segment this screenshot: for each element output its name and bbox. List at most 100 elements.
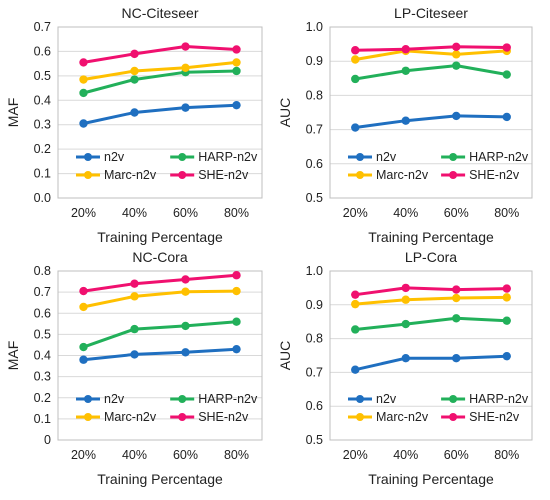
- series-line: [83, 347, 237, 362]
- legend-label: SHE-n2v: [469, 168, 520, 182]
- data-point: [401, 45, 410, 54]
- data-point: [401, 116, 410, 125]
- legend-label: SHE-n2v: [469, 410, 520, 424]
- y-tick-label: 0.8: [34, 264, 51, 278]
- data-point: [181, 42, 190, 51]
- y-tick-label: 1.0: [306, 20, 323, 34]
- series-line: [355, 114, 507, 129]
- legend-label: n2v: [104, 150, 125, 164]
- data-point: [452, 111, 461, 121]
- x-axis-label: Training Percentage: [368, 471, 494, 487]
- legend-swatch-marker: [356, 413, 364, 421]
- x-tick-label: 60%: [173, 448, 198, 462]
- data-point: [502, 351, 511, 361]
- legend-swatch-marker: [178, 395, 187, 403]
- chart-panel-1: 0.5 0.6 0.7 0.8 0.9 1.0 20% 40% 60% 80% LP-Citesee…: [277, 5, 533, 245]
- legend-swatch-marker: [449, 413, 458, 421]
- y-axis-label: AUC: [277, 341, 293, 371]
- legend-label: Marc-n2v: [104, 168, 157, 182]
- y-axis-label: MAF: [5, 98, 21, 128]
- y-tick-label: 0.7: [306, 365, 323, 379]
- data-point: [130, 292, 139, 301]
- x-tick-label: 40%: [393, 206, 418, 220]
- x-tick-label: 20%: [343, 448, 368, 462]
- legend-swatch-marker: [449, 171, 458, 179]
- data-point: [181, 103, 190, 112]
- legend-label: n2v: [376, 150, 397, 164]
- y-tick-label: 0.7: [34, 20, 51, 34]
- legend-swatch-marker: [449, 153, 458, 161]
- data-point: [351, 46, 360, 55]
- x-tick-label: 20%: [71, 448, 96, 462]
- plot-frame: [329, 270, 533, 441]
- legend-label: HARP-n2v: [469, 150, 529, 164]
- data-point: [181, 275, 190, 284]
- data-point: [130, 49, 139, 59]
- data-point: [351, 325, 360, 334]
- x-tick-label: 80%: [224, 448, 249, 462]
- y-tick-label: 0.3: [34, 118, 51, 132]
- y-tick-label: 0.6: [306, 157, 323, 171]
- legend-label: HARP-n2v: [198, 150, 258, 164]
- data-point: [351, 365, 360, 374]
- chart-title: NC-Cora: [132, 249, 187, 265]
- series-line: [83, 289, 237, 309]
- chart-title: NC-Citeseer: [121, 5, 198, 21]
- y-tick-label: 0.5: [306, 191, 323, 205]
- x-tick-label: 60%: [173, 206, 198, 220]
- y-tick-label: 0.6: [34, 306, 51, 320]
- data-point: [79, 302, 88, 312]
- x-tick-label: 60%: [444, 448, 469, 462]
- data-point: [79, 75, 88, 84]
- chart-panel-3: 0.5 0.6 0.7 0.8 0.9 1.0 20% 40% 60% 80% LP-Cora Tra…: [277, 249, 533, 487]
- data-point: [401, 283, 410, 293]
- data-point: [452, 293, 461, 303]
- data-point: [130, 324, 139, 334]
- data-point: [232, 100, 241, 110]
- series-line: [355, 45, 507, 52]
- data-point: [452, 314, 461, 323]
- legend-swatch-marker: [178, 413, 187, 421]
- y-tick-label: 0.0: [34, 191, 51, 205]
- x-axis-label: Training Percentage: [97, 471, 223, 487]
- y-tick-label: 0.4: [34, 93, 51, 107]
- x-axis-label: Training Percentage: [368, 229, 494, 245]
- legend-label: HARP-n2v: [469, 392, 529, 406]
- legend-label: n2v: [376, 392, 397, 406]
- x-tick-label: 80%: [224, 206, 249, 220]
- y-tick-label: 0.1: [34, 167, 51, 181]
- y-tick-label: 0.9: [306, 54, 323, 68]
- legend-swatch-marker: [84, 413, 92, 421]
- x-tick-label: 40%: [393, 448, 418, 462]
- data-point: [181, 63, 190, 72]
- data-point: [452, 50, 461, 59]
- series-line: [355, 64, 508, 81]
- data-point: [232, 271, 241, 280]
- data-point: [502, 70, 511, 79]
- plot-frame: [57, 26, 263, 199]
- chart-panel-2: 0 0.1 0.2 0.3 0.4 0.5 0.6 0.7 0.8 20% 40% 60% 80% NC-…: [5, 249, 263, 487]
- y-tick-label: 0.1: [34, 412, 51, 426]
- chart-panel-0: 0.0 0.1 0.2 0.3 0.4 0.5 0.6 0.7 20% 40% 60% 80% NC-C…: [5, 5, 263, 245]
- data-point: [130, 75, 139, 84]
- y-tick-label: 0.6: [34, 44, 51, 58]
- x-axis-label: Training Percentage: [97, 229, 223, 245]
- data-point: [79, 58, 88, 67]
- y-axis-label: MAF: [5, 341, 21, 371]
- x-tick-label: 80%: [494, 448, 519, 462]
- legend-label: HARP-n2v: [198, 392, 258, 406]
- series-line: [355, 295, 507, 306]
- legend-label: Marc-n2v: [376, 168, 429, 182]
- legend-label: n2v: [104, 392, 125, 406]
- data-point: [130, 108, 139, 117]
- y-axis-label: AUC: [277, 98, 293, 128]
- chart-title: LP-Citeseer: [394, 5, 468, 21]
- data-point: [232, 66, 241, 76]
- legend-swatch-marker: [356, 153, 364, 161]
- x-tick-label: 60%: [444, 206, 469, 220]
- series-line: [83, 103, 237, 125]
- legend-swatch-marker: [449, 395, 458, 403]
- x-tick-label: 40%: [122, 206, 147, 220]
